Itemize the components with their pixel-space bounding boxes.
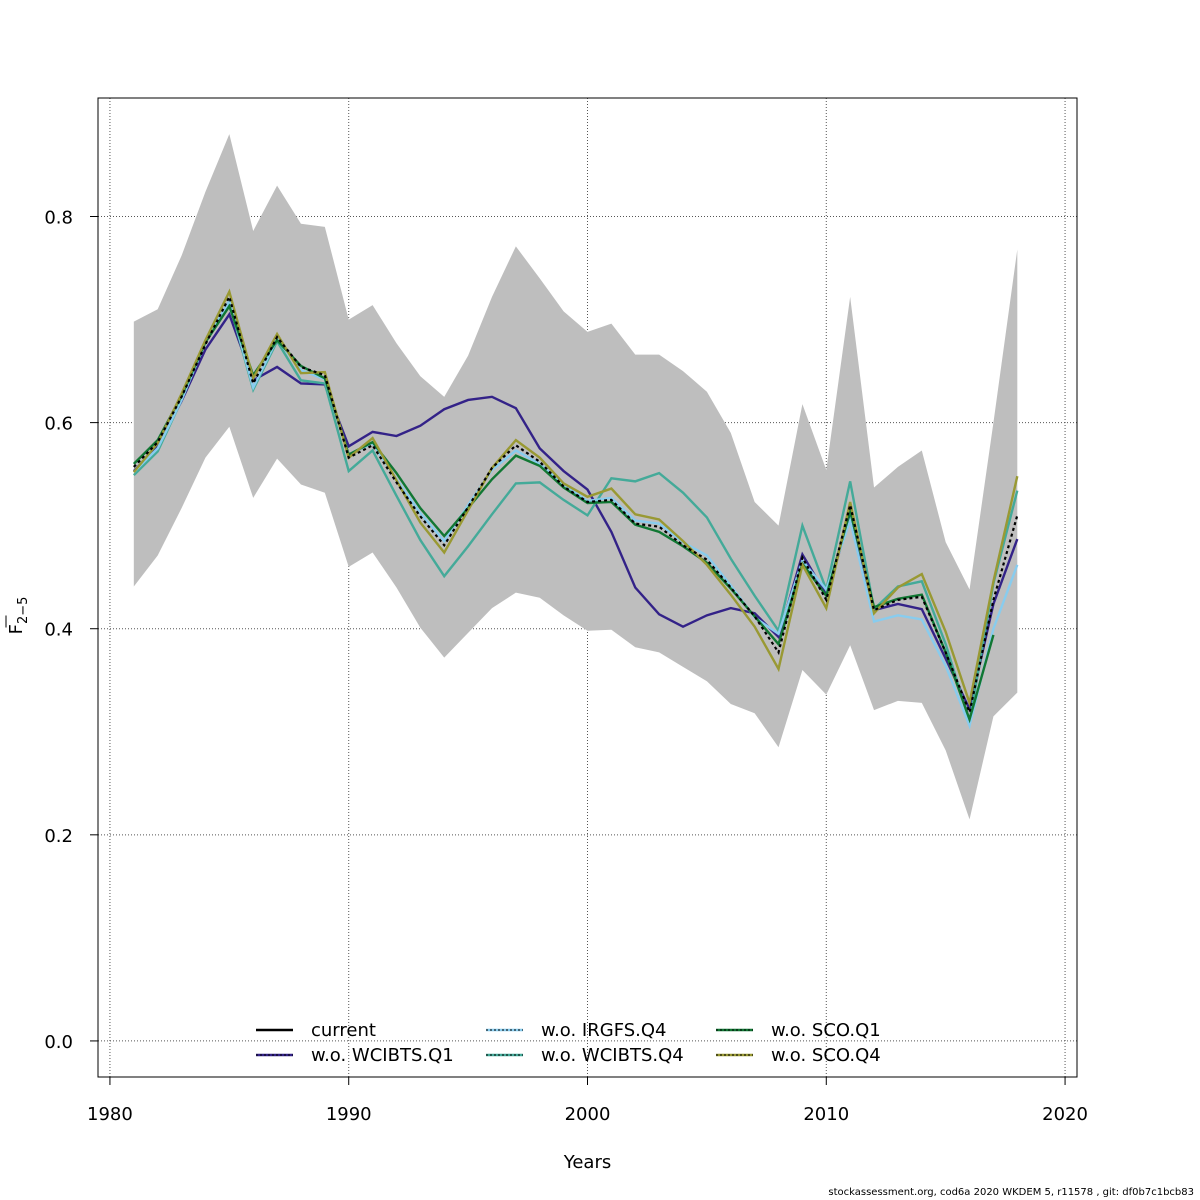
legend-item-w-o-wcibts-q4: w.o. WCIBTS.Q4	[486, 1045, 684, 1066]
footer-credit: stockassessment.org, cod6a 2020 WKDEM 5,…	[828, 1187, 1194, 1198]
y-tick-label: 0.6	[44, 414, 73, 435]
legend-label: w.o. WCIBTS.Q4	[541, 1045, 684, 1066]
legend-label: current	[311, 1020, 376, 1041]
y-axis: 0.0 0.2 0.4 0.6 0.8	[44, 208, 99, 1053]
y-axis-title-subscript: 2−5	[16, 597, 31, 624]
y-axis-title-base: F	[6, 624, 27, 634]
legend-label: w.o. WCIBTS.Q1	[311, 1045, 454, 1066]
svg-text:F2−5: F2−5	[6, 597, 31, 635]
legend-label: w.o. SCO.Q1	[771, 1020, 881, 1041]
series-line-w-o-sco-q1	[132, 303, 995, 724]
x-tick-label: 2020	[1042, 1104, 1088, 1125]
legend-item-w-o-sco-q4: w.o. SCO.Q4	[716, 1045, 881, 1066]
confidence-band	[133, 134, 1018, 820]
x-tick-label: 1990	[326, 1104, 372, 1125]
x-tick-label: 2010	[803, 1104, 849, 1125]
x-axis-title: Years	[563, 1152, 612, 1173]
confidence-band-layer	[133, 134, 1018, 820]
series-line-current	[133, 293, 1019, 716]
y-tick-label: 0.2	[44, 826, 73, 847]
legend: current w.o. WCIBTS.Q1 w.o. IRGFS.Q4 w.o. W…	[256, 1020, 881, 1066]
x-axis: 1980 1990 2000 2010 2020	[87, 1076, 1088, 1125]
legend-item-w-o-sco-q1: w.o. SCO.Q1	[716, 1020, 881, 1041]
x-tick-label: 2000	[565, 1104, 611, 1125]
y-tick-label: 0.0	[44, 1032, 73, 1053]
series-lines-layer	[132, 288, 1019, 730]
legend-label: w.o. IRGFS.Q4	[541, 1020, 667, 1041]
y-tick-label: 0.4	[44, 620, 73, 641]
legend-item-w-o-irgfs-q4: w.o. IRGFS.Q4	[486, 1020, 667, 1041]
x-tick-label: 1980	[87, 1104, 133, 1125]
y-axis-title: F2−5	[5, 597, 31, 635]
y-tick-label: 0.8	[44, 208, 73, 229]
legend-item-w-o-wcibts-q1: w.o. WCIBTS.Q1	[256, 1045, 454, 1066]
legend-label: w.o. SCO.Q4	[771, 1045, 881, 1066]
legend-item-current: current	[256, 1020, 376, 1041]
